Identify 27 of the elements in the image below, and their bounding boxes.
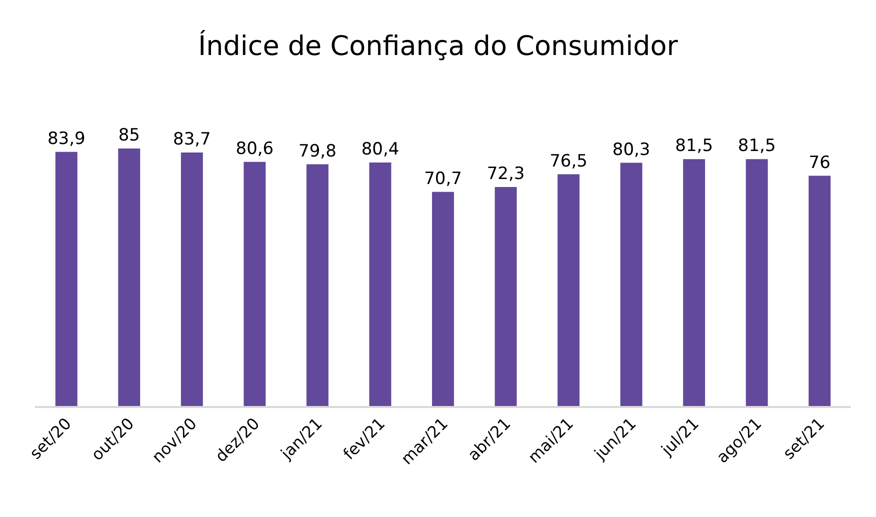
bar <box>432 192 454 406</box>
bar <box>808 176 831 406</box>
data-label: 85 <box>118 126 140 146</box>
data-label: 81,5 <box>738 136 776 156</box>
bar <box>180 152 203 406</box>
bar <box>306 164 328 406</box>
bar <box>118 148 140 406</box>
data-label: 80,3 <box>612 140 650 160</box>
bar <box>369 162 392 406</box>
chart-title: Índice de Confiança do Consumidor <box>198 29 679 62</box>
bar <box>558 174 580 406</box>
bar <box>244 162 266 406</box>
data-label: 76,5 <box>550 151 588 172</box>
data-label: 80,4 <box>361 139 400 160</box>
bar <box>494 187 517 406</box>
bar <box>55 152 78 406</box>
bar <box>683 159 706 406</box>
bar <box>620 162 642 406</box>
data-label: 76 <box>808 152 830 173</box>
data-label: 72,3 <box>486 164 525 184</box>
data-label: 80,6 <box>236 138 274 159</box>
data-label: 81,5 <box>675 136 714 156</box>
data-label: 79,8 <box>298 141 336 162</box>
bar <box>746 159 768 406</box>
data-label: 83,9 <box>47 128 86 149</box>
data-label: 83,7 <box>172 129 211 150</box>
data-label: 70,7 <box>424 168 462 189</box>
